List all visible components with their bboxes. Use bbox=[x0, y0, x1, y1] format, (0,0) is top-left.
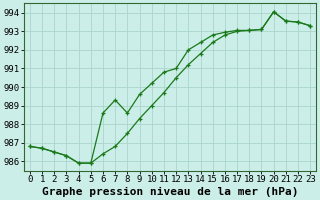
X-axis label: Graphe pression niveau de la mer (hPa): Graphe pression niveau de la mer (hPa) bbox=[42, 186, 298, 197]
